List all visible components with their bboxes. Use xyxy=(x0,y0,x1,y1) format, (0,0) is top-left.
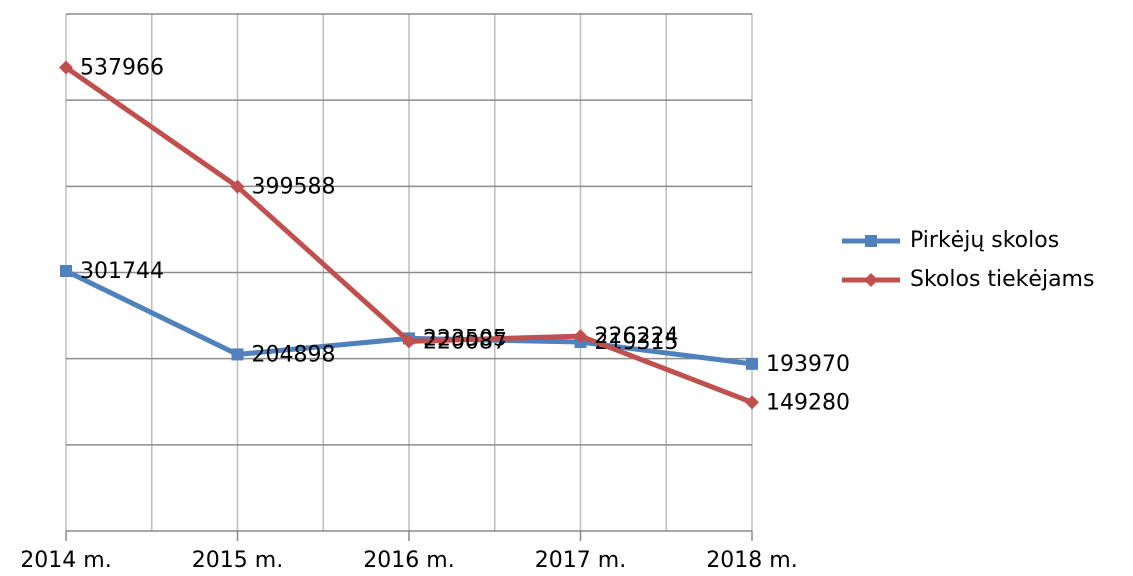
data-label: 149280 xyxy=(766,390,850,415)
data-label: 301744 xyxy=(80,259,164,284)
data-label: 399588 xyxy=(252,175,336,200)
x-tick-label: 2018 m. xyxy=(706,548,797,573)
marker xyxy=(59,60,73,75)
x-tick-label: 2017 m. xyxy=(535,548,626,573)
x-tick-label: 2016 m. xyxy=(363,548,454,573)
marker xyxy=(865,235,877,247)
data-label: 193970 xyxy=(766,352,850,377)
marker xyxy=(230,179,245,194)
x-tick-label: 2014 m. xyxy=(20,548,111,573)
marker xyxy=(402,334,416,349)
marker xyxy=(231,348,244,361)
data-label: 537966 xyxy=(80,55,164,80)
legend-label: Pirkėjų skolos xyxy=(910,228,1059,253)
data-label: 204898 xyxy=(252,342,336,367)
marker xyxy=(60,264,72,277)
data-label: 219315 xyxy=(595,330,679,355)
data-label: 220087 xyxy=(423,329,507,354)
legend-label: Skolos tiekėjams xyxy=(910,267,1094,292)
x-tick-label: 2015 m. xyxy=(192,548,283,573)
data-label: 226224 xyxy=(595,324,679,349)
marker xyxy=(745,395,759,410)
marker xyxy=(746,357,758,370)
marker xyxy=(864,273,878,287)
marker xyxy=(573,329,588,344)
